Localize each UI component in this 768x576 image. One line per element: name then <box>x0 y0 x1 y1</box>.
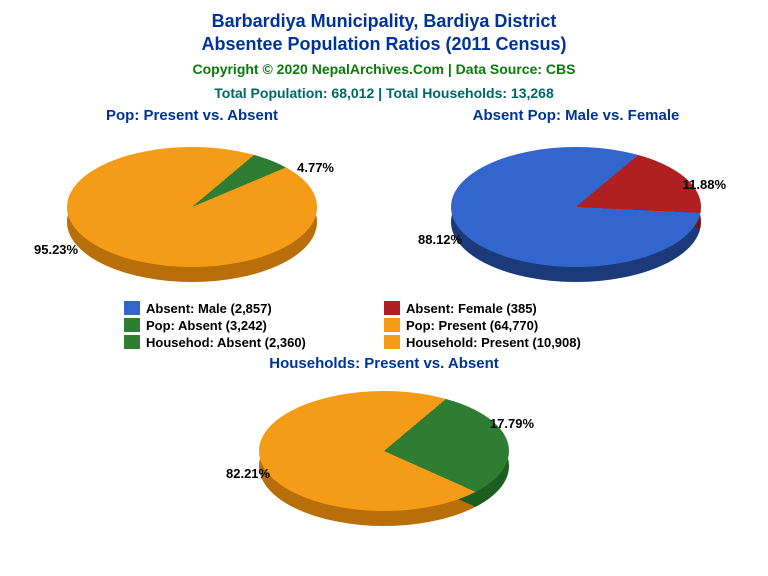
legend-label: Househod: Absent (2,360) <box>146 335 306 350</box>
chart2-pie: 11.88% 88.12% <box>446 132 706 292</box>
legend-label: Absent: Male (2,857) <box>146 301 272 316</box>
title-line-2: Absentee Population Ratios (2011 Census) <box>201 34 566 54</box>
chart1-top <box>67 147 317 267</box>
legend-swatch <box>384 335 400 349</box>
chart2-pct-major: 88.12% <box>418 232 462 247</box>
chart1-title: Pop: Present vs. Absent <box>22 107 362 124</box>
chart3-title: Households: Present vs. Absent <box>0 355 768 372</box>
legend-label: Pop: Present (64,770) <box>406 318 538 333</box>
chart2-top <box>451 147 701 267</box>
legend-swatch <box>384 318 400 332</box>
legend: Absent: Male (2,857) Absent: Female (385)… <box>84 300 684 351</box>
chart3-top <box>259 391 509 511</box>
totals-line: Total Population: 68,012 | Total Househo… <box>0 85 768 101</box>
chart-absent-male-female: Absent Pop: Male vs. Female 11.88% 88.12… <box>406 107 746 292</box>
legend-swatch <box>124 318 140 332</box>
legend-item: Househod: Absent (2,360) <box>124 335 384 350</box>
legend-label: Pop: Absent (3,242) <box>146 318 267 333</box>
legend-swatch <box>384 301 400 315</box>
top-charts-row: Pop: Present vs. Absent 4.77% 95.23% Abs… <box>0 107 768 292</box>
legend-item: Household: Present (10,908) <box>384 335 644 350</box>
chart3-pie: 17.79% 82.21% <box>254 376 514 536</box>
copyright-line: Copyright © 2020 NepalArchives.Com | Dat… <box>0 61 768 77</box>
legend-label: Absent: Female (385) <box>406 301 537 316</box>
chart3-pct-minor: 17.79% <box>490 416 534 431</box>
chart3-pct-major: 82.21% <box>226 466 270 481</box>
legend-item: Absent: Female (385) <box>384 301 644 316</box>
legend-item: Pop: Present (64,770) <box>384 318 644 333</box>
chart-households: Households: Present vs. Absent 17.79% 82… <box>0 355 768 536</box>
legend-swatch <box>124 335 140 349</box>
chart1-pct-major: 95.23% <box>34 242 78 257</box>
legend-item: Pop: Absent (3,242) <box>124 318 384 333</box>
main-title: Barbardiya Municipality, Bardiya Distric… <box>0 0 768 57</box>
chart-container: Barbardiya Municipality, Bardiya Distric… <box>0 0 768 576</box>
chart-pop-present-absent: Pop: Present vs. Absent 4.77% 95.23% <box>22 107 362 292</box>
chart1-pct-minor: 4.77% <box>297 160 334 175</box>
legend-label: Household: Present (10,908) <box>406 335 581 350</box>
legend-item: Absent: Male (2,857) <box>124 301 384 316</box>
chart2-title: Absent Pop: Male vs. Female <box>406 107 746 124</box>
chart1-pie: 4.77% 95.23% <box>62 132 322 292</box>
chart2-pct-minor: 11.88% <box>683 177 726 192</box>
legend-swatch <box>124 301 140 315</box>
title-line-1: Barbardiya Municipality, Bardiya Distric… <box>212 11 557 31</box>
